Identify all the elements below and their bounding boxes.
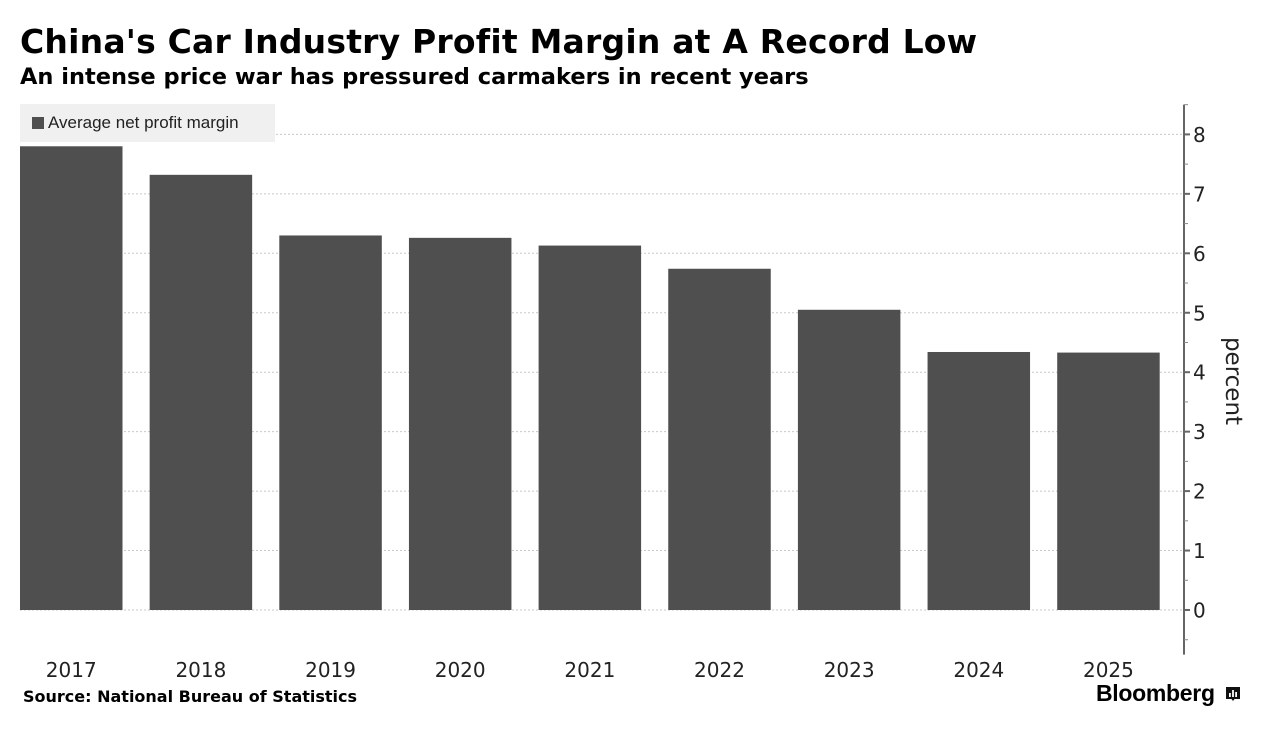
- x-tick-label: 2018: [175, 658, 226, 682]
- y-tick-label: 5: [1193, 301, 1206, 325]
- y-tick-label: 1: [1193, 539, 1206, 563]
- x-tick-label: 2021: [564, 658, 615, 682]
- chart-title: China's Car Industry Profit Margin at A …: [20, 22, 978, 61]
- bar-2020: [408, 237, 512, 610]
- x-axis-labels: 2017 2018 2019 2020 2021 2022 2023 2024 2025: [46, 658, 1134, 682]
- x-tick-label: 2017: [46, 658, 97, 682]
- y-tick-label: 8: [1193, 123, 1206, 147]
- x-tick-label: 2024: [953, 658, 1004, 682]
- y-axis: 0 1 2 3 4 5 6 7 8: [1183, 104, 1206, 655]
- brand-name: Bloomberg: [1096, 680, 1215, 706]
- legend-label: Average net profit margin: [48, 113, 239, 132]
- y-tick-label: 7: [1193, 182, 1206, 206]
- bar-2025: [1057, 352, 1160, 610]
- legend-swatch: [32, 117, 44, 129]
- y-tick-label: 2: [1193, 480, 1206, 504]
- bar-2019: [279, 235, 382, 610]
- y-tick-label: 0: [1193, 599, 1206, 623]
- bar-2023: [797, 309, 901, 610]
- bar-2024: [927, 351, 1031, 610]
- y-axis-label: percent: [1220, 337, 1246, 425]
- x-tick-label: 2020: [435, 658, 486, 682]
- bars: [20, 146, 1160, 611]
- bar-2021: [538, 245, 642, 610]
- x-tick-label: 2022: [694, 658, 745, 682]
- legend: Average net profit margin: [20, 104, 275, 142]
- x-tick-label: 2019: [305, 658, 356, 682]
- x-tick-label: 2023: [824, 658, 875, 682]
- chart-subtitle: An intense price war has pressured carma…: [20, 64, 809, 90]
- bar-2018: [149, 174, 253, 611]
- y-tick-label: 4: [1193, 361, 1206, 385]
- source-note: Source: National Bureau of Statistics: [23, 687, 358, 706]
- bar-2017: [20, 146, 123, 611]
- y-tick-label: 3: [1193, 420, 1206, 444]
- x-tick-label: 2025: [1083, 658, 1134, 682]
- bar-2022: [668, 268, 771, 610]
- y-tick-label: 6: [1193, 242, 1206, 266]
- bloomberg-chart-icon: [1225, 686, 1240, 701]
- bloomberg-logo: Bloomberg: [1096, 680, 1241, 707]
